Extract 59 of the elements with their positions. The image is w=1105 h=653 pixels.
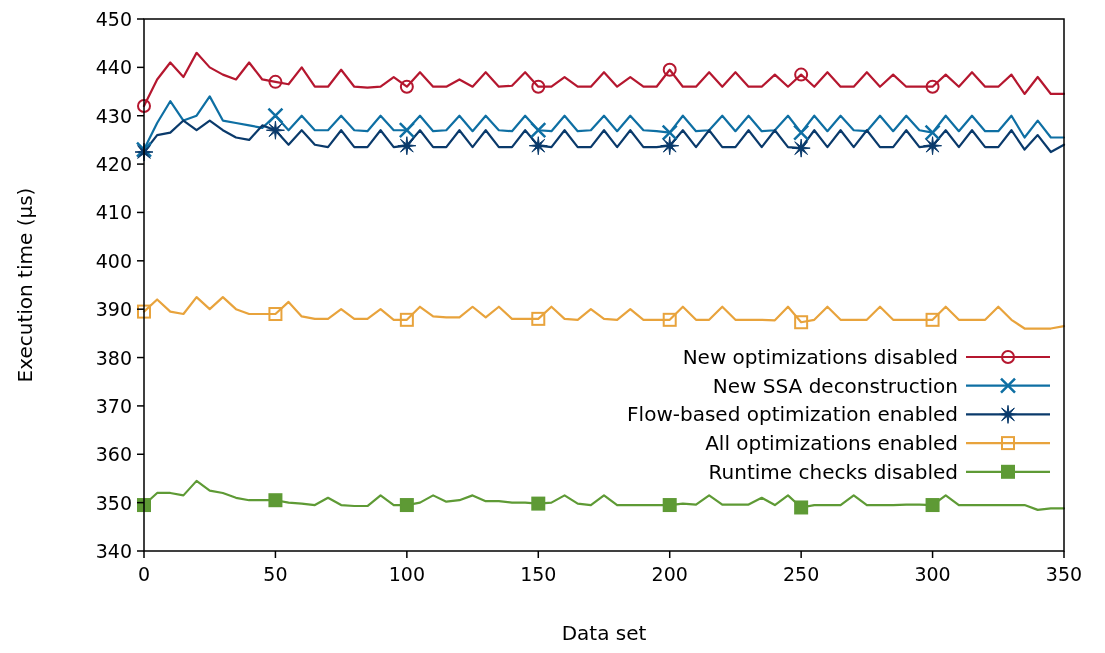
point: [137, 304, 151, 319]
y-tick-label: 420: [95, 153, 132, 176]
x-tick-label: 350: [1045, 563, 1083, 585]
point: [268, 74, 283, 89]
y-tick-label: 340: [95, 540, 132, 562]
x-tick-label: 200: [651, 563, 688, 585]
legend-label: New optimizations disabled: [682, 345, 958, 369]
y-tick-label: 440: [95, 56, 132, 79]
point: [660, 136, 680, 156]
point: [399, 498, 414, 513]
point: [531, 311, 546, 326]
point: [794, 67, 809, 82]
point: [925, 312, 940, 327]
y-tick-label: 430: [95, 104, 132, 127]
point: [398, 121, 416, 139]
point: [265, 120, 285, 140]
point: [662, 312, 677, 327]
legend-label: All optimizations enabled: [705, 431, 958, 456]
point: [531, 79, 546, 94]
point: [923, 136, 943, 156]
y-tick-label: 380: [95, 346, 132, 369]
point: [399, 79, 414, 94]
x-tick-label: 300: [914, 563, 951, 585]
x-tick-label: 100: [388, 563, 425, 585]
point: [662, 498, 677, 513]
legend-label: New SSA deconstruction: [712, 373, 958, 398]
point: [661, 124, 678, 141]
point: [137, 99, 151, 114]
point: [530, 121, 547, 139]
point: [924, 124, 941, 141]
point: [268, 493, 283, 508]
x-tick-label: 250: [783, 563, 820, 585]
y-tick-label: 360: [95, 443, 132, 466]
point: [662, 62, 677, 77]
x-axis-title: Data set: [561, 621, 647, 645]
point: [925, 498, 940, 513]
point: [268, 307, 283, 322]
point: [267, 107, 284, 124]
point: [399, 312, 414, 327]
point: [528, 136, 548, 156]
y-tick-label: 410: [95, 201, 132, 224]
y-axis-title: Execution time (µs): [13, 187, 37, 383]
legend-label: Flow-based optimization enabled: [627, 402, 958, 427]
y-tick-label: 450: [95, 8, 132, 30]
x-tick-label: 50: [263, 563, 288, 585]
point: [791, 138, 811, 158]
point: [794, 315, 809, 330]
y-tick-label: 370: [95, 394, 132, 417]
point: [792, 124, 810, 141]
legend-label: Runtime checks disabled: [708, 459, 958, 484]
y-tick-label: 350: [95, 491, 132, 514]
x-tick-label: 150: [520, 563, 557, 585]
point: [794, 500, 809, 515]
y-tick-label: 400: [95, 249, 132, 272]
point: [531, 496, 546, 511]
point: [397, 136, 417, 156]
x-tick-label: 0: [137, 563, 151, 585]
point: [925, 79, 940, 94]
y-tick-label: 390: [95, 298, 132, 321]
